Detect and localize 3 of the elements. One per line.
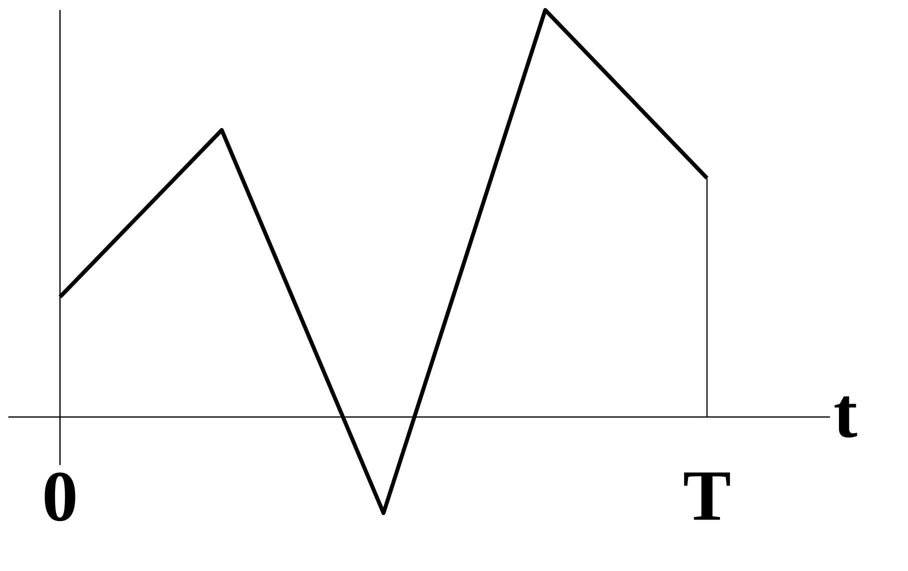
x-tick-label: 0	[44, 472, 76, 522]
x-tick-label: T	[684, 472, 730, 520]
x-axis-title: t	[834, 396, 858, 438]
